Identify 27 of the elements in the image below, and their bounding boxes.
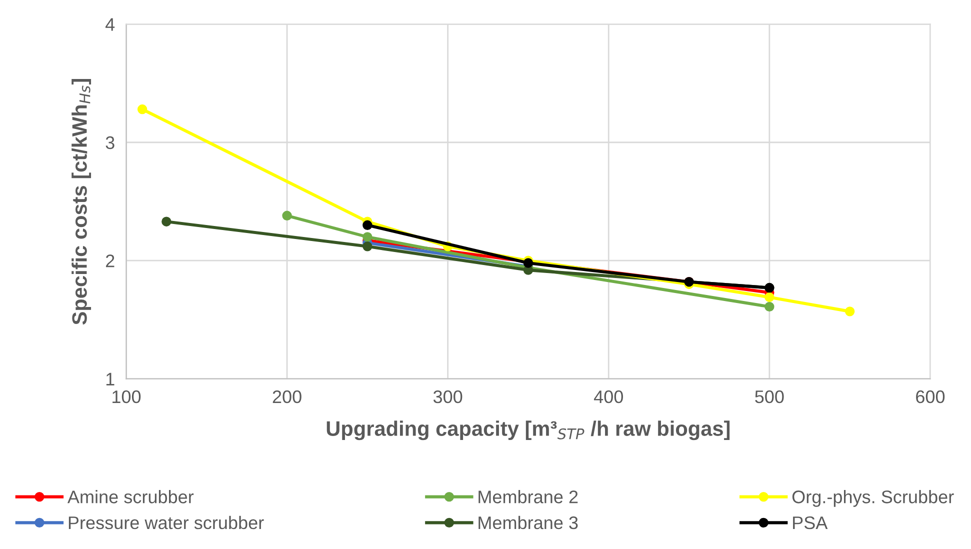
point xyxy=(844,306,855,316)
point xyxy=(137,104,148,114)
x-tick-label: 600 xyxy=(916,390,945,404)
x-tick-label: 100 xyxy=(112,390,141,404)
point xyxy=(162,216,172,226)
point xyxy=(764,292,774,302)
point xyxy=(362,232,372,242)
y-tick-label: 2 xyxy=(106,254,114,268)
legend-label: Org.-phys. Scrubber xyxy=(792,490,954,507)
legend-label: Membrane 3 xyxy=(478,516,578,530)
legend-label: Membrane 2 xyxy=(478,490,578,504)
y-tick-label: 1 xyxy=(106,372,114,386)
point xyxy=(362,220,372,230)
y-axis-title: Specific costs [ct/kWh$_{Hs}$] xyxy=(72,79,92,325)
x-tick-label: 200 xyxy=(272,390,302,404)
y-tick-label: 4 xyxy=(105,18,115,31)
x-tick-label: 400 xyxy=(594,390,623,404)
x-axis-title: Upgrading capacity [m³$_{STP}$ /h raw biogas] xyxy=(326,420,730,440)
y-tick-label: 3 xyxy=(106,136,114,150)
point xyxy=(362,242,372,252)
legend-label: Pressure water scrubber xyxy=(68,516,264,530)
point xyxy=(764,302,774,312)
x-tick-label: 500 xyxy=(755,390,784,404)
point xyxy=(282,210,292,221)
legend-label: PSA xyxy=(793,516,828,530)
x-tick-label: 300 xyxy=(433,390,462,404)
legend-label: Amine scrubber xyxy=(67,490,194,504)
